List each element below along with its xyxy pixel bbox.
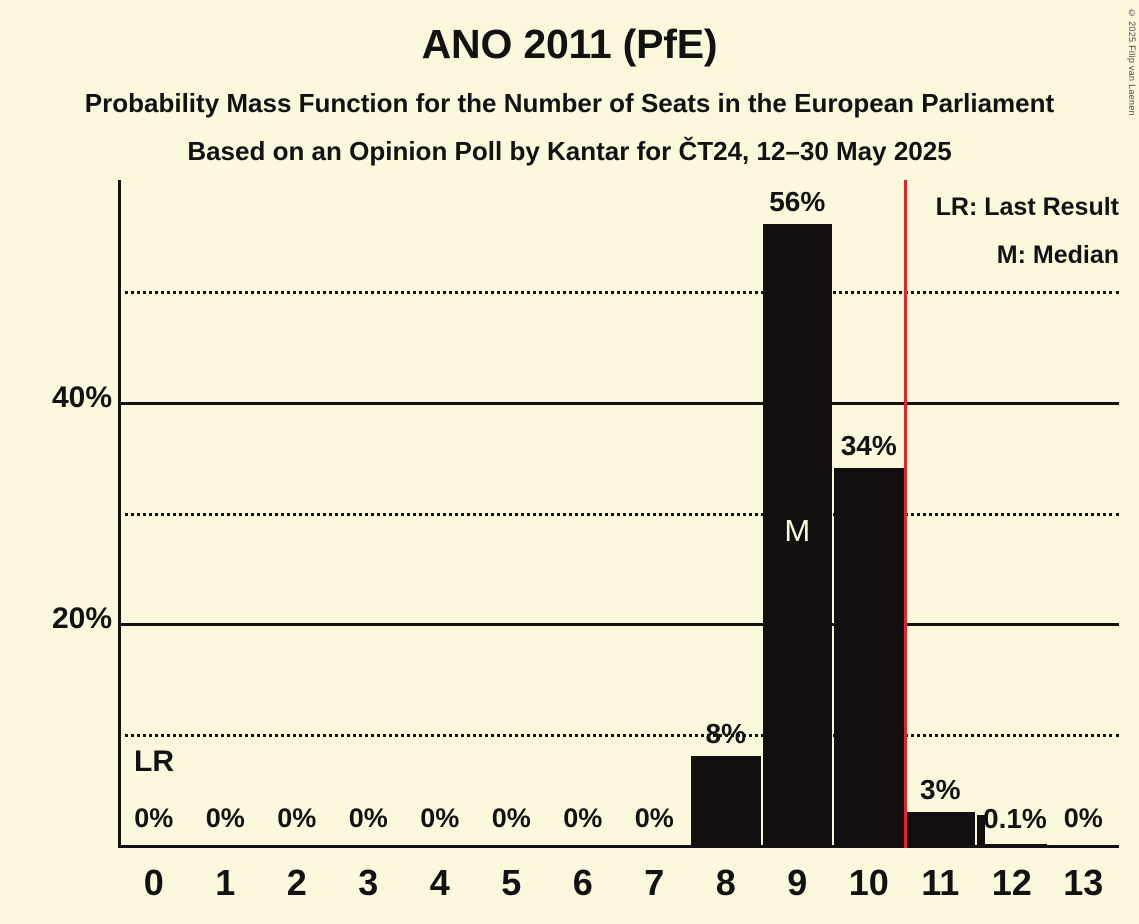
x-tick-7: 7	[644, 862, 665, 903]
bar-value-label-4: 0%	[420, 803, 460, 833]
x-tick-4: 4	[429, 862, 450, 903]
gridline-30	[118, 512, 1119, 516]
chart-subtitle-secondary: Based on an Opinion Poll by Kantar for Č…	[187, 136, 952, 166]
x-tick-9: 9	[787, 862, 808, 903]
x-axis-line	[118, 845, 1119, 848]
x-tick-2: 2	[286, 862, 307, 903]
x-tick-1: 1	[215, 862, 236, 903]
last-result-marker: LR	[134, 745, 174, 778]
page-title: ANO 2011 (PfE)	[421, 21, 718, 67]
bar-value-label-0: 0%	[134, 803, 174, 833]
gridline-50	[118, 290, 1119, 294]
bar-seat-9	[762, 224, 832, 845]
chart-subtitle-primary: Probability Mass Function for the Number…	[84, 88, 1055, 118]
bar-value-label-13: 0%	[1063, 803, 1103, 833]
bar-value-label-11: 3%	[920, 773, 961, 805]
copyright-notice: © 2025 Filip van Laenen	[1127, 8, 1137, 116]
x-tick-10: 10	[848, 862, 889, 903]
x-tick-11: 11	[921, 862, 960, 903]
x-tick-3: 3	[358, 862, 379, 903]
median-marker: M	[784, 512, 811, 548]
x-tick-13: 13	[1063, 862, 1104, 903]
legend-item-median: M: Median	[996, 241, 1119, 269]
x-tick-12: 12	[991, 862, 1032, 903]
chart-legend: LR: Last Result M: Median	[936, 183, 1119, 279]
bar-value-label-7: 0%	[634, 803, 674, 833]
x-axis-tick-labels: 0 1 2 3 4 5 6 7 8 9 10 11 12 13	[118, 862, 1119, 912]
x-tick-5: 5	[501, 862, 522, 903]
legend-item-last-result: LR: Last Result	[935, 193, 1119, 221]
plot-area: 0% 0% 0% 0% 0% 0% 0% 0% 8% 56% M 34% 3% 0.1% 0% LR	[118, 180, 1119, 848]
bar-value-label-2: 0%	[277, 803, 317, 833]
y-tick-20%: 20%	[51, 602, 112, 636]
gridline-40	[118, 401, 1119, 405]
bar-value-label-9: 56%	[769, 186, 826, 218]
bar-value-label-8: 8%	[705, 718, 746, 750]
y-tick-40%: 40%	[51, 380, 112, 414]
bar-value-label-6: 0%	[563, 803, 603, 833]
x-tick-6: 6	[572, 862, 593, 903]
gridline-20	[118, 623, 1119, 627]
bar-value-label-1: 0%	[205, 803, 245, 833]
bar-value-label-10: 34%	[840, 430, 897, 462]
x-tick-0: 0	[143, 862, 164, 903]
bar-seat-10	[834, 468, 904, 845]
x-tick-8: 8	[715, 862, 736, 903]
bar-value-label-3: 0%	[348, 803, 388, 833]
last-result-line	[903, 180, 907, 848]
bar-value-label-12: 0.1%	[983, 803, 1047, 834]
gridline-10	[118, 734, 1119, 738]
bar-seat-8	[691, 756, 761, 845]
bar-seat-11	[905, 811, 975, 845]
bar-seat-12-stub	[977, 815, 985, 845]
bar-seat-12	[977, 843, 1047, 845]
bar-value-label-5: 0%	[491, 803, 531, 833]
